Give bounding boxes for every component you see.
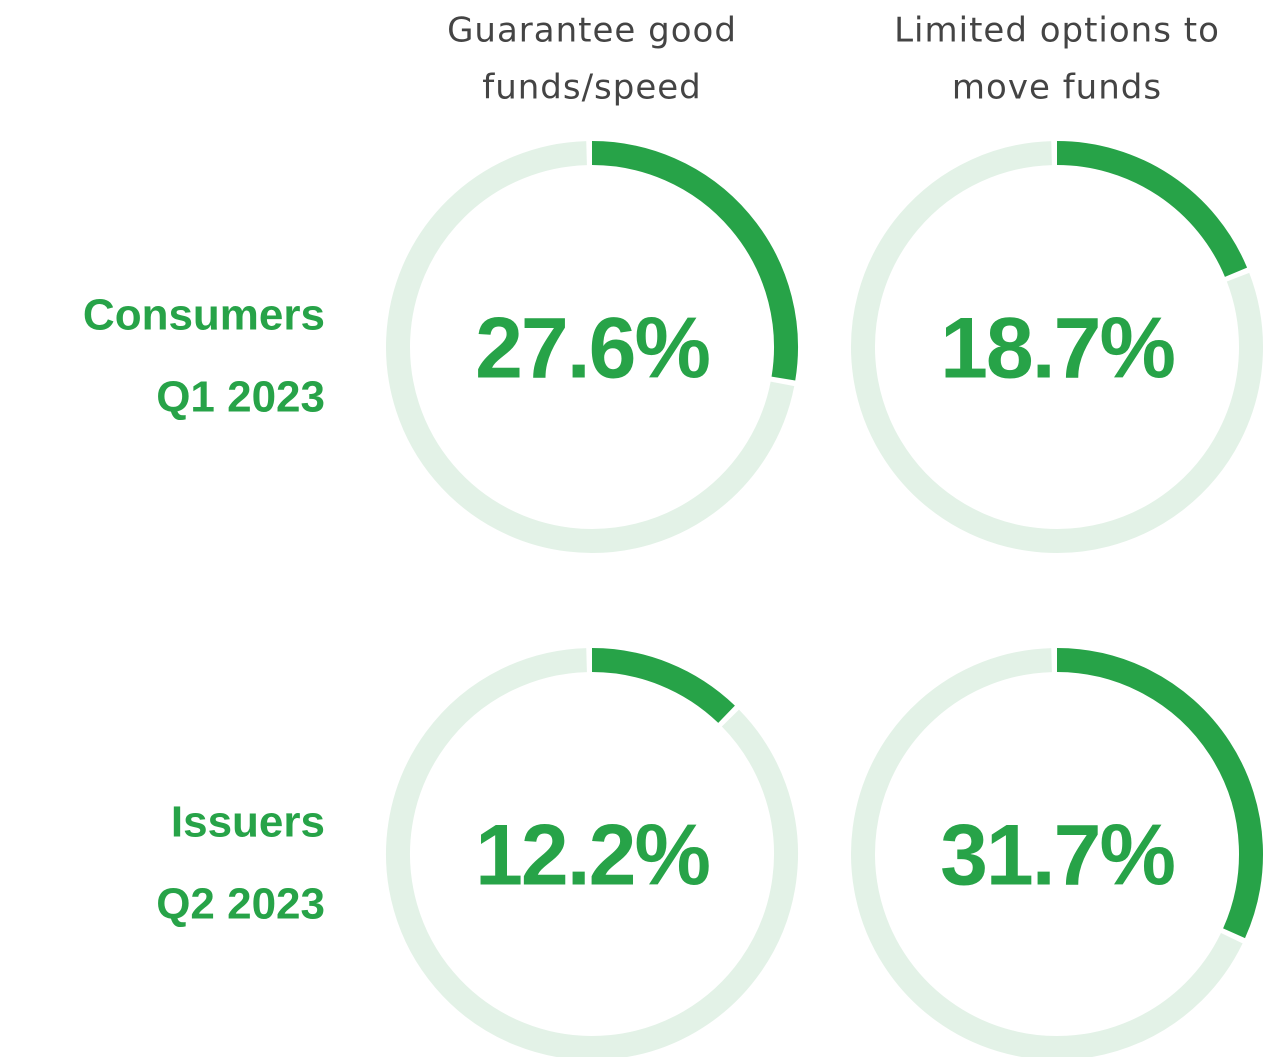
column-label: funds/speed bbox=[482, 68, 702, 108]
gauge-track bbox=[851, 141, 1263, 553]
gauge-value: 18.7% bbox=[940, 301, 1174, 397]
gauge-track bbox=[851, 648, 1243, 1057]
gauge-track bbox=[386, 141, 795, 553]
gauge-arc bbox=[1056, 141, 1248, 277]
gauge-value: 12.2% bbox=[475, 808, 709, 904]
column-label: Limited options to bbox=[894, 11, 1220, 51]
gauge-arc bbox=[591, 648, 735, 724]
column-label: move funds bbox=[952, 68, 1162, 108]
row-label: Q1 2023 bbox=[156, 373, 325, 422]
column-label: Guarantee good bbox=[447, 11, 737, 51]
gauge-value: 31.7% bbox=[940, 808, 1174, 904]
gauge-arc bbox=[1056, 648, 1263, 939]
row-label: Q2 2023 bbox=[156, 880, 325, 929]
row-label: Issuers bbox=[171, 798, 325, 847]
row-label: Consumers bbox=[83, 291, 325, 340]
gauge-track bbox=[386, 648, 798, 1057]
gauge-arc bbox=[591, 141, 798, 381]
gauge-value: 27.6% bbox=[475, 301, 709, 397]
